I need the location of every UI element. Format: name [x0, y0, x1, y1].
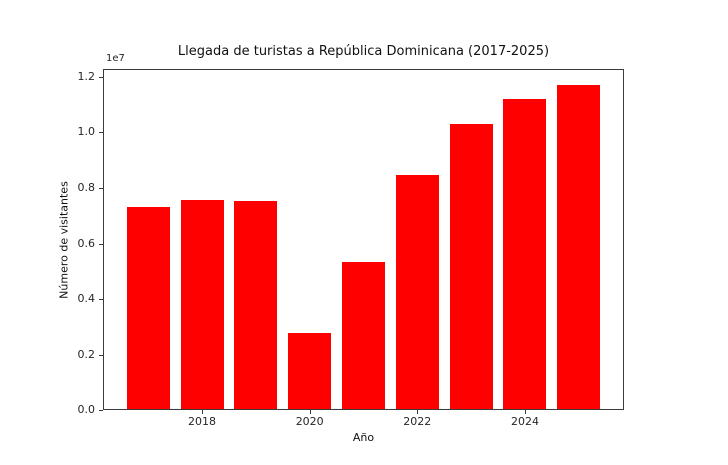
x-tick-mark — [525, 410, 526, 414]
x-tick-label: 2020 — [295, 415, 324, 428]
y-tick-mark — [99, 354, 103, 356]
y-tick-label: 0.0 — [77, 403, 96, 416]
y-tick-label: 1.0 — [77, 125, 96, 139]
bar-2023 — [449, 124, 493, 409]
bar-2020 — [288, 332, 332, 409]
y-tick-mark — [99, 76, 103, 78]
x-tick-mark — [417, 410, 419, 414]
x-tick-mark — [202, 410, 203, 414]
y-tick-mark — [99, 299, 103, 300]
y-tick-label: 0.8 — [77, 180, 96, 194]
bar-2022 — [395, 174, 439, 409]
bar-2019 — [234, 201, 278, 409]
bar-2017 — [126, 207, 170, 409]
y-tick-mark — [99, 132, 103, 134]
bar-2025 — [557, 85, 601, 409]
y-tick-label: 1.2 — [77, 69, 96, 83]
chart-title: Llegada de turistas a República Dominica… — [177, 44, 550, 59]
x-tick-label: 2022 — [403, 415, 432, 428]
bar-2024 — [503, 99, 547, 409]
y-axis-offset-label: 1e7 — [106, 53, 125, 64]
y-tick-label: 0.2 — [77, 347, 96, 361]
x-axis-label: Año — [352, 431, 375, 444]
x-tick-label: 2018 — [188, 415, 216, 428]
y-tick-mark — [99, 187, 103, 189]
bar-2018 — [180, 200, 224, 409]
x-tick-mark — [309, 410, 311, 414]
x-tick-label: 2024 — [511, 415, 539, 428]
y-tick-label: 0.4 — [77, 292, 96, 305]
bar-2021 — [342, 262, 386, 409]
y-tick-mark — [99, 243, 103, 245]
y-tick-label: 0.6 — [77, 236, 96, 250]
y-tick-mark — [99, 410, 103, 411]
